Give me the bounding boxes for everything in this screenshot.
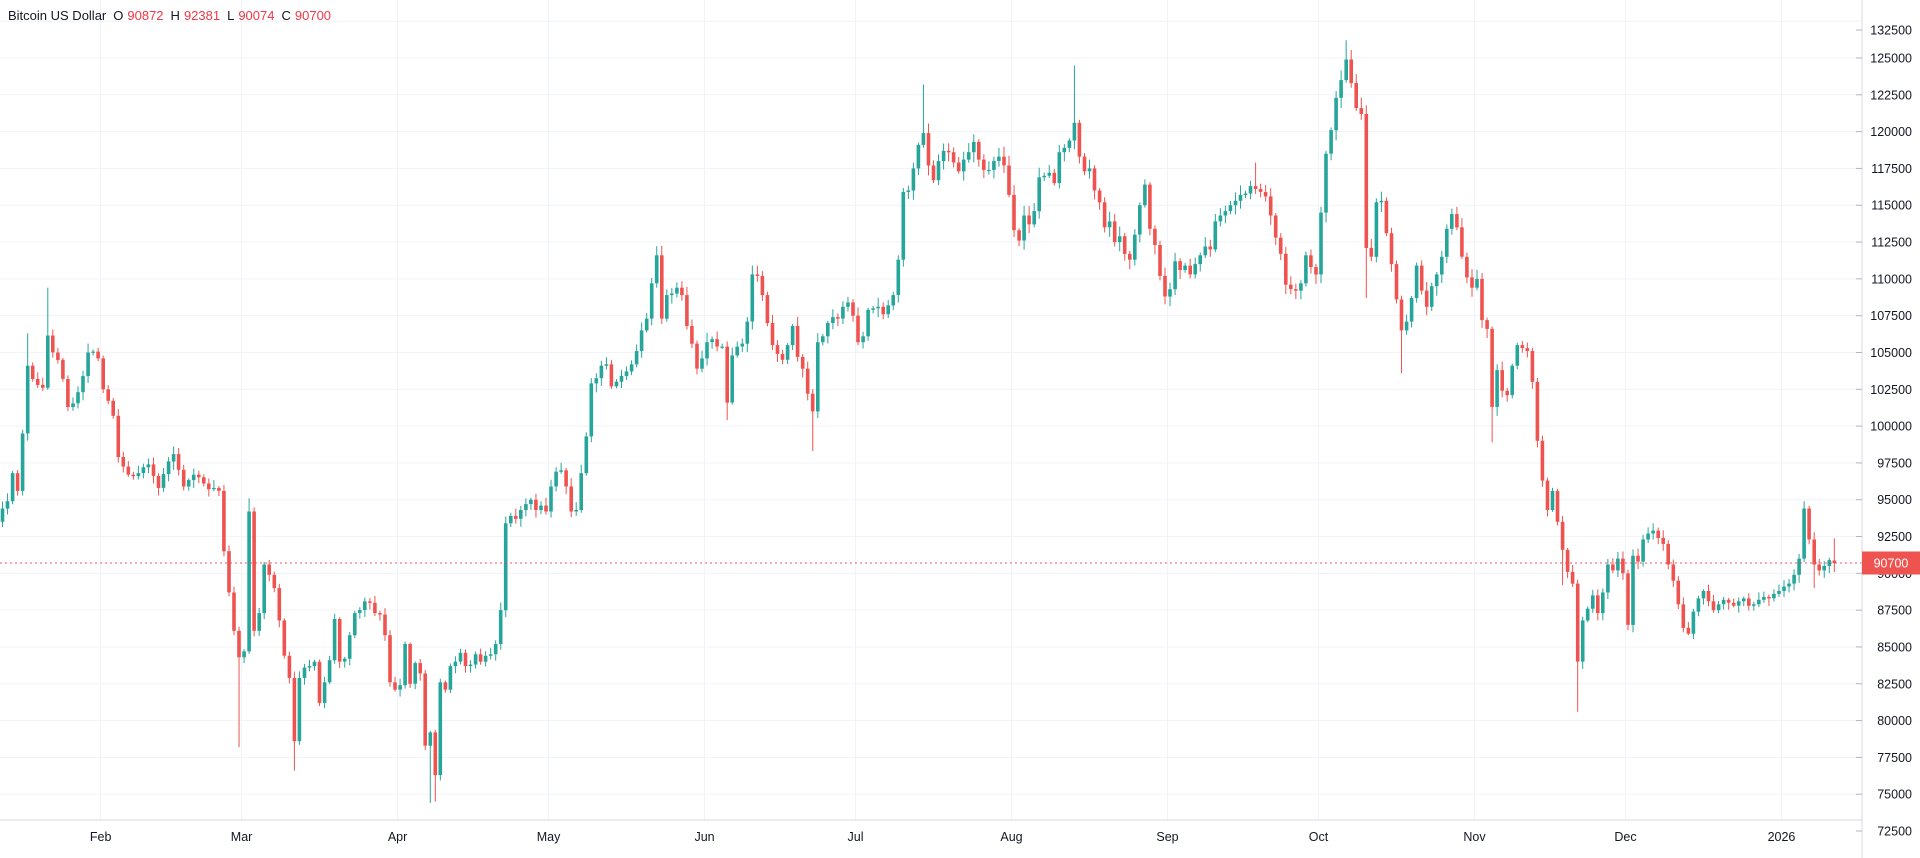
price-tick-label: 120000 [1870, 125, 1912, 139]
price-tick-label: 105000 [1870, 346, 1912, 360]
price-tick-label: 100000 [1870, 420, 1912, 434]
high-label: H [170, 8, 180, 23]
current-price-badge: 90700 [1862, 551, 1920, 575]
time-tick-label: Oct [1309, 830, 1329, 844]
price-tick-label: 85000 [1877, 640, 1912, 654]
time-tick-label: Apr [388, 830, 407, 844]
price-tick-label: 82500 [1877, 677, 1912, 691]
price-tick-label: 132500 [1870, 24, 1912, 38]
price-tick-label: 80000 [1877, 714, 1912, 728]
price-tick-label: 115000 [1871, 199, 1912, 213]
price-tick-label: 77500 [1877, 751, 1912, 765]
price-axis-strip[interactable] [1862, 0, 1920, 858]
price-tick-label: 110000 [1871, 272, 1912, 286]
close-label: C [281, 8, 291, 23]
time-tick-label: 2026 [1768, 830, 1796, 844]
price-tick-label: 95000 [1877, 493, 1912, 507]
open-value: 90872 [127, 8, 164, 23]
price-tick-label: 107500 [1870, 309, 1912, 323]
open-label: O [113, 8, 124, 23]
current-price-value: 90700 [1874, 557, 1909, 571]
low-label: L [227, 8, 235, 23]
price-tick-label: 97500 [1877, 456, 1912, 470]
price-tick-label: 122500 [1870, 88, 1912, 102]
symbol-legend[interactable]: Bitcoin US Dollar O 90872 H 92381 L 90074 C 9070… [8, 8, 331, 24]
time-tick-label: Sep [1156, 830, 1178, 844]
price-tick-label: 117500 [1871, 162, 1912, 176]
price-tick-label: 75000 [1877, 788, 1912, 802]
time-tick-label: Feb [90, 830, 112, 844]
symbol-title: Bitcoin US Dollar [8, 8, 107, 23]
low-value: 90074 [238, 8, 275, 23]
time-tick-label: Jul [848, 830, 864, 844]
price-tick-label: 125000 [1870, 52, 1912, 66]
time-tick-label: Dec [1614, 830, 1636, 844]
time-tick-label: May [537, 830, 561, 844]
price-tick-label: 87500 [1877, 604, 1912, 618]
price-tick-label: 92500 [1877, 530, 1912, 544]
price-tick-label: 112500 [1871, 236, 1912, 250]
price-tick-label: 102500 [1870, 383, 1912, 397]
time-tick-label: Jun [694, 830, 714, 844]
close-value: 90700 [294, 8, 332, 23]
time-axis-strip[interactable] [0, 820, 1862, 858]
time-tick-label: Aug [1000, 830, 1022, 844]
candles [0, 40, 1837, 803]
price-tick-label: 72500 [1877, 825, 1912, 839]
time-tick-label: Nov [1463, 830, 1486, 844]
high-value: 92381 [183, 8, 221, 23]
time-tick-label: Mar [231, 830, 253, 844]
